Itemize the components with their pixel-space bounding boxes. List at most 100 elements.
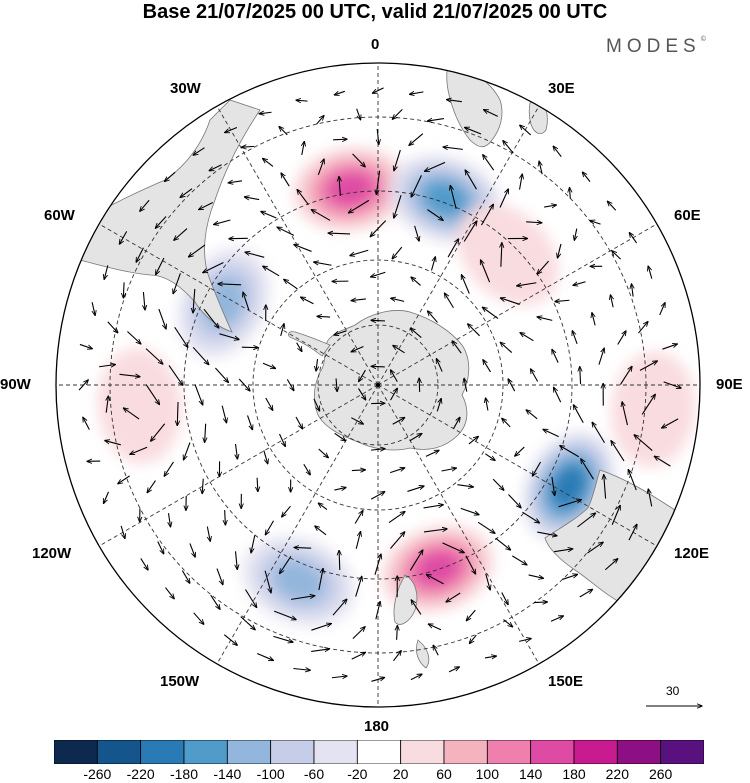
wind-arrow — [273, 610, 296, 619]
wind-arrow — [427, 119, 444, 121]
wind-arrow — [140, 199, 150, 211]
wind-arrow — [199, 201, 214, 209]
wind-arrow — [193, 147, 205, 156]
wind-arrow — [313, 398, 320, 411]
wind-arrow — [554, 387, 562, 403]
meridian-line — [98, 384, 379, 547]
wind-arrow — [410, 674, 422, 681]
wind-arrow — [83, 417, 90, 430]
wind-arrow — [394, 149, 401, 171]
wind-arrow — [537, 260, 549, 274]
wind-arrow — [348, 199, 370, 213]
wind-arrow — [508, 379, 516, 392]
wind-arrow — [393, 345, 405, 354]
wind-arrow — [503, 141, 514, 154]
wind-arrow — [192, 346, 209, 364]
wind-arrow — [520, 125, 532, 136]
wind-arrow — [223, 634, 237, 646]
wind-arrow — [582, 172, 591, 182]
wind-arrow — [394, 195, 402, 218]
wind-arrow — [303, 463, 310, 475]
wind-arrow — [392, 108, 403, 119]
wind-arrow — [236, 551, 238, 569]
wind-arrow — [411, 277, 421, 286]
wind-arrow — [296, 342, 302, 352]
wind-arrow — [245, 252, 265, 258]
wind-arrow — [302, 141, 305, 156]
wind-arrow — [218, 284, 242, 285]
wind-arrow — [581, 459, 594, 480]
wind-arrow — [151, 423, 166, 441]
wind-arrow — [499, 189, 508, 208]
wind-arrow — [376, 170, 381, 195]
positive-anomaly-east-pacific-level — [97, 347, 182, 464]
wind-arrow — [294, 547, 312, 548]
wind-arrow — [463, 221, 477, 242]
lon-label-60e: 60E — [674, 207, 701, 224]
wind-arrow — [391, 298, 405, 302]
colorbar-label: 20 — [392, 766, 409, 782]
wind-arrow — [334, 90, 346, 95]
wind-arrow — [127, 331, 140, 344]
wind-arrow — [526, 222, 542, 223]
wind-arrow — [555, 300, 570, 301]
wind-arrow — [450, 185, 457, 209]
colorbar-label: -220 — [126, 766, 155, 782]
wind-arrow — [189, 543, 195, 557]
wind-arrow — [316, 358, 318, 371]
wind-arrow — [297, 190, 309, 205]
colorbar-label: -100 — [256, 766, 285, 782]
wind-arrow — [562, 574, 577, 580]
wind-arrow — [522, 511, 539, 523]
wind-arrow — [430, 257, 436, 271]
wind-arrow — [425, 161, 446, 171]
wind-arrow — [164, 461, 174, 476]
wind-arrow — [453, 417, 460, 429]
wind-arrow — [397, 626, 398, 640]
wind-arrow — [352, 627, 365, 640]
wind-arrow — [243, 292, 250, 311]
wind-arrow — [350, 249, 369, 255]
positive-anomaly-far-east-indian-level — [610, 351, 696, 467]
wind-arrow — [123, 408, 140, 420]
wind-arrow — [553, 146, 562, 158]
wind-arrow — [552, 349, 559, 363]
wind-arrow — [526, 410, 538, 420]
lon-label-180: 180 — [364, 718, 390, 735]
wind-arrow — [501, 592, 508, 604]
wind-arrow — [577, 513, 595, 528]
wind-arrow — [532, 461, 542, 476]
wind-arrow — [174, 326, 188, 347]
wind-arrow — [351, 470, 365, 471]
wind-arrow — [180, 188, 193, 198]
wind-arrow — [639, 361, 657, 371]
tasmania-landmass — [558, 649, 570, 669]
wind-arrow — [279, 127, 288, 136]
wind-arrow — [641, 394, 655, 415]
colorbar-label: -180 — [169, 766, 199, 782]
wind-arrow — [333, 139, 347, 140]
wind-arrow — [604, 559, 618, 571]
wind-arrow — [409, 550, 423, 571]
colorbar-label: 60 — [436, 766, 452, 782]
wind-arrow — [512, 555, 527, 565]
wind-arrow — [528, 574, 544, 578]
wind-arrow — [392, 246, 403, 259]
new-zealand-landmass — [393, 574, 430, 669]
wind-arrow — [336, 378, 337, 391]
meridian-line — [377, 384, 658, 547]
wind-arrow — [315, 526, 327, 536]
wind-arrow — [425, 450, 439, 457]
wind-arrow — [452, 341, 462, 354]
colorbar-swatch — [313, 740, 358, 764]
wind-arrow — [543, 429, 559, 438]
wind-arrow — [251, 535, 256, 553]
wind-arrow — [155, 216, 167, 229]
wind-arrow — [107, 321, 118, 333]
wind-arrow — [537, 531, 557, 536]
wind-arrow — [216, 568, 223, 585]
wind-arrow — [436, 398, 441, 412]
wind-arrow — [465, 555, 476, 574]
wind-arrow — [371, 271, 386, 277]
wind-arrow — [469, 634, 477, 643]
